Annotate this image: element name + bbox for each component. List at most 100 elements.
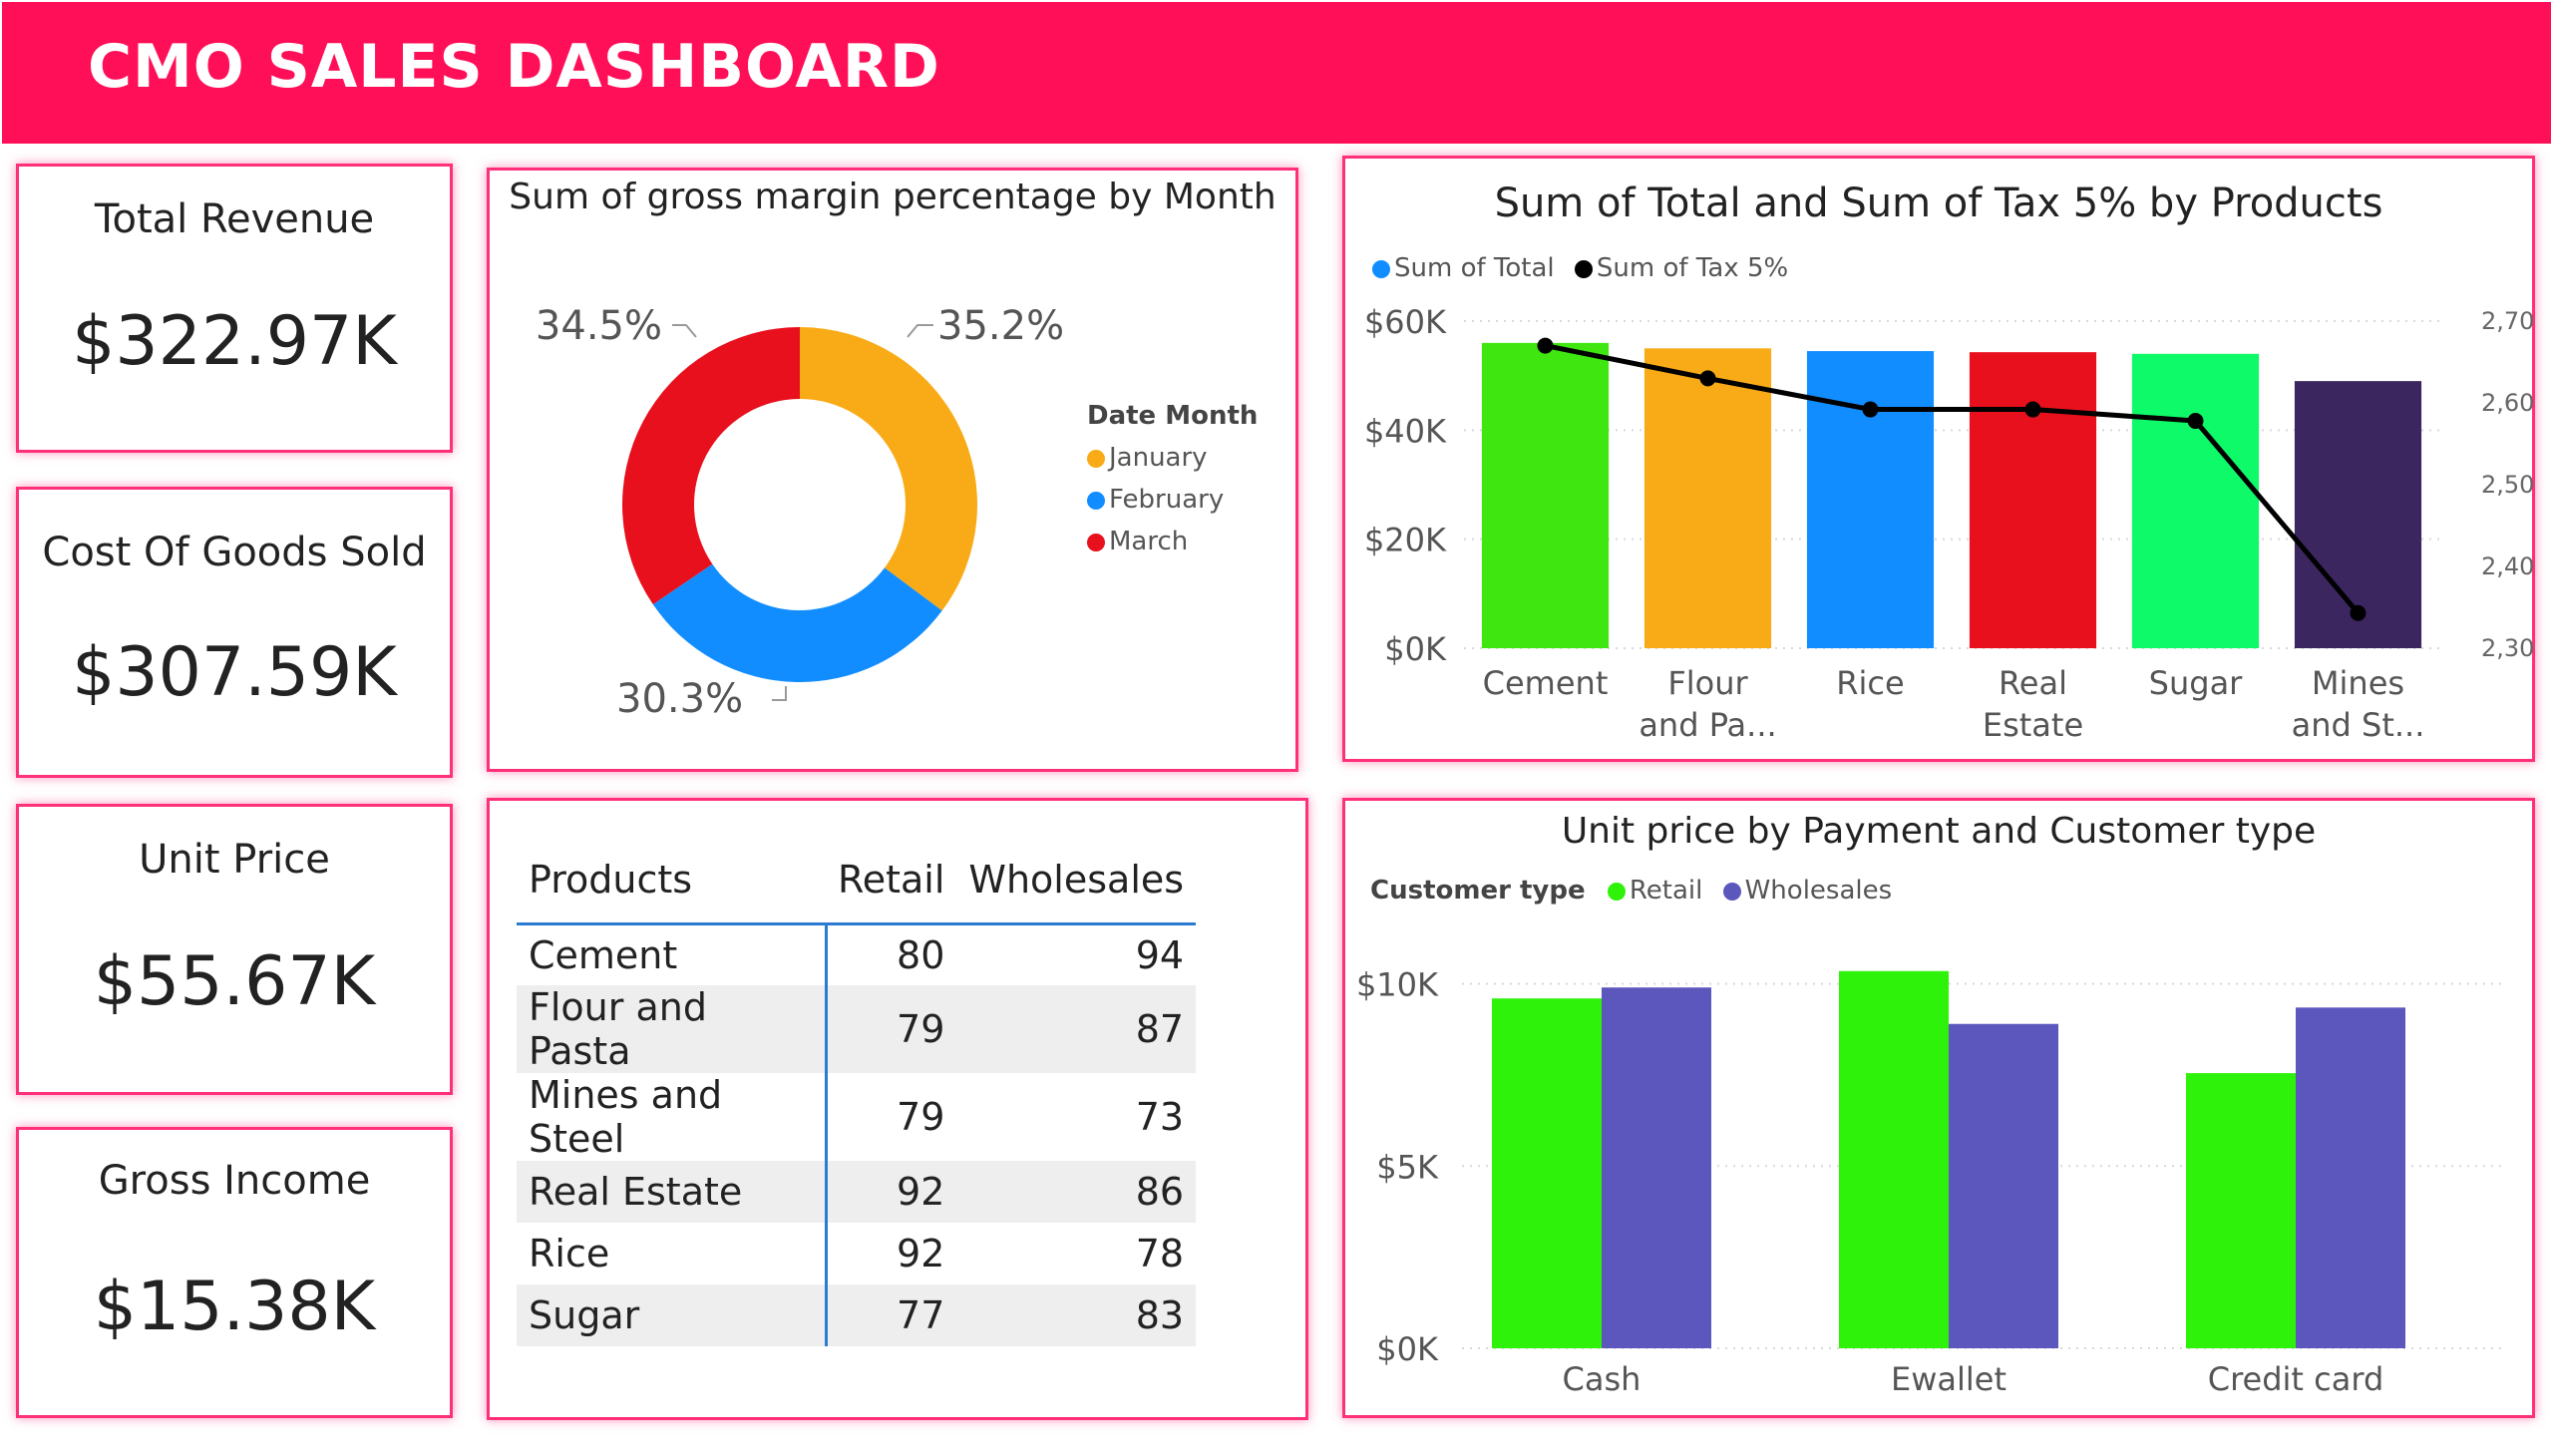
cell-retail: 92 (897, 1170, 945, 1214)
bar-sum-of-total[interactable] (1481, 342, 1610, 648)
y2-tick-label: 2,600 (2481, 389, 2535, 417)
y2-tick-label: 2,700 (2481, 307, 2535, 335)
donut-chart-title: Sum of gross margin percentage by Month (509, 177, 1276, 217)
table-row[interactable]: Rice 92 78 (517, 1223, 1196, 1284)
legend-label: Retail (1629, 876, 1703, 906)
bar-wholesales[interactable] (2296, 1007, 2405, 1348)
bar-sum-of-total[interactable] (2131, 353, 2260, 648)
kpi-value: $55.67K (93, 942, 376, 1021)
column-header-retail[interactable]: Retail (838, 858, 945, 903)
bar-retail[interactable] (1839, 970, 1949, 1348)
kpi-card-unit-price[interactable]: Unit Price $55.67K (16, 804, 453, 1095)
combo-legend: Sum of Total Sum of Tax 5% (1372, 253, 1800, 283)
line-sum-of-tax[interactable] (1545, 343, 2361, 615)
donut-slice-january[interactable] (800, 327, 977, 611)
legend-dot-icon (1722, 882, 1741, 901)
point-sum-of-tax[interactable] (1862, 401, 1879, 418)
legend-item-sum-of-total[interactable]: Sum of Total (1372, 253, 1555, 283)
cell-product: Rice (517, 1223, 828, 1284)
bar-wholesales[interactable] (1602, 987, 1711, 1348)
x-tick-label: Ewallet (1891, 1360, 2006, 1398)
legend-label: Sum of Tax 5% (1596, 253, 1789, 283)
bar-sum-of-total[interactable] (1643, 348, 1772, 648)
point-sum-of-tax[interactable] (2187, 413, 2204, 430)
table-row[interactable]: Mines and Steel 79 73 (517, 1073, 1196, 1161)
y-tick-label: $20K (1364, 522, 1447, 559)
donut-legend: Date Month January February March (1087, 401, 1258, 568)
legend-item-march[interactable]: March (1087, 527, 1258, 556)
x-tick-label: Cash (1563, 1360, 1641, 1398)
point-sum-of-tax[interactable] (1537, 337, 1554, 354)
x-tick-label: Real Estate (1983, 664, 2083, 744)
bar-sum-of-total[interactable] (1806, 351, 1935, 648)
x-tick-label: Flour and Pa... (1639, 664, 1776, 744)
legend-item-retail[interactable]: Retail (1607, 876, 1703, 906)
clustered-legend: Customer type Retail Wholesales (1370, 876, 1904, 906)
cell-wholesales: 78 (1135, 1232, 1185, 1275)
donut-data-label: 34.5% (536, 303, 662, 349)
donut-leader-line (772, 686, 787, 701)
legend-label: February (1109, 485, 1225, 515)
bar-retail[interactable] (2186, 1073, 2296, 1348)
donut-leader-line (672, 324, 697, 338)
legend-item-wholesales[interactable]: Wholesales (1722, 876, 1893, 906)
bar-sum-of-total[interactable] (2294, 381, 2422, 648)
point-sum-of-tax[interactable] (2024, 401, 2041, 418)
table-row[interactable]: Cement 80 94 (517, 923, 1196, 985)
cell-product: Cement (517, 923, 828, 985)
y-tick-label: $0K (1384, 630, 1447, 668)
kpi-label: Total Revenue (94, 196, 375, 242)
cell-retail: 92 (897, 1232, 945, 1275)
kpi-card-gross-income[interactable]: Gross Income $15.38K (16, 1127, 453, 1418)
donut-chart-panel[interactable]: Sum of gross margin percentage by Month (487, 168, 1298, 772)
kpi-label: Unit Price (139, 837, 330, 883)
x-tick-label: Credit card (2208, 1360, 2384, 1398)
bar-wholesales[interactable] (1949, 1023, 2058, 1348)
legend-label: Sum of Total (1394, 253, 1555, 283)
column-header-wholesales[interactable]: Wholesales (968, 858, 1185, 903)
table-row[interactable]: Sugar 77 83 (517, 1284, 1197, 1346)
cell-product: Sugar (517, 1284, 828, 1346)
cell-product: Flour and Pasta (517, 985, 828, 1073)
legend-item-sum-of-tax[interactable]: Sum of Tax 5% (1574, 253, 1789, 283)
donut-data-label: 35.2% (937, 303, 1064, 349)
kpi-value: $322.97K (72, 302, 397, 381)
dashboard-header: CMO SALES DASHBOARD (2, 2, 2551, 144)
products-matrix-table: Products Retail Wholesales Cement 80 94 Flo… (517, 838, 1197, 1346)
donut-chart: 35.2% 30.3% 34.5% (536, 303, 1064, 722)
donut-slice-february[interactable] (652, 563, 942, 683)
donut-leader-line (907, 324, 933, 338)
legend-item-january[interactable]: January (1087, 443, 1258, 473)
column-header-products[interactable]: Products (529, 858, 693, 903)
legend-label: Wholesales (1744, 876, 1893, 906)
cell-retail: 77 (897, 1293, 945, 1337)
legend-dot-icon (1087, 449, 1105, 468)
legend-label: January (1109, 443, 1208, 473)
legend-dot-icon (1087, 533, 1105, 551)
clustered-chart-title: Unit price by Payment and Customer type (1561, 811, 2317, 852)
x-tick-label: Sugar (2149, 664, 2244, 702)
legend-item-february[interactable]: February (1087, 485, 1258, 515)
point-sum-of-tax[interactable] (2350, 604, 2367, 621)
bar-retail[interactable] (1492, 998, 1602, 1348)
combo-chart: $0K $20K $40K $60K 2,300 2,400 2,500 2,600 2,700… (1364, 303, 2535, 744)
kpi-card-cost-of-goods[interactable]: Cost Of Goods Sold $307.59K (16, 487, 453, 778)
cell-product: Real Estate (517, 1161, 828, 1223)
x-tick-label: Rice (1836, 664, 1904, 702)
y-tick-label: $10K (1356, 966, 1439, 1004)
cell-wholesales: 83 (1135, 1293, 1185, 1337)
y2-tick-label: 2,300 (2481, 634, 2535, 662)
table-row[interactable]: Flour and Pasta 79 87 (517, 985, 1197, 1073)
y-tick-label: $40K (1364, 412, 1447, 450)
y-tick-label: $60K (1364, 303, 1447, 341)
donut-slice-march[interactable] (622, 327, 800, 605)
cell-product: Mines and Steel (517, 1073, 828, 1161)
legend-dot-icon (1574, 259, 1593, 278)
donut-legend-title: Date Month (1087, 401, 1259, 431)
y-tick-label: $5K (1376, 1148, 1439, 1186)
dashboard-title: CMO SALES DASHBOARD (88, 32, 940, 102)
kpi-card-total-revenue[interactable]: Total Revenue $322.97K (16, 164, 453, 453)
table-row[interactable]: Real Estate 92 86 (517, 1161, 1197, 1223)
point-sum-of-tax[interactable] (1699, 370, 1716, 387)
bar-sum-of-total[interactable] (1969, 352, 2097, 648)
